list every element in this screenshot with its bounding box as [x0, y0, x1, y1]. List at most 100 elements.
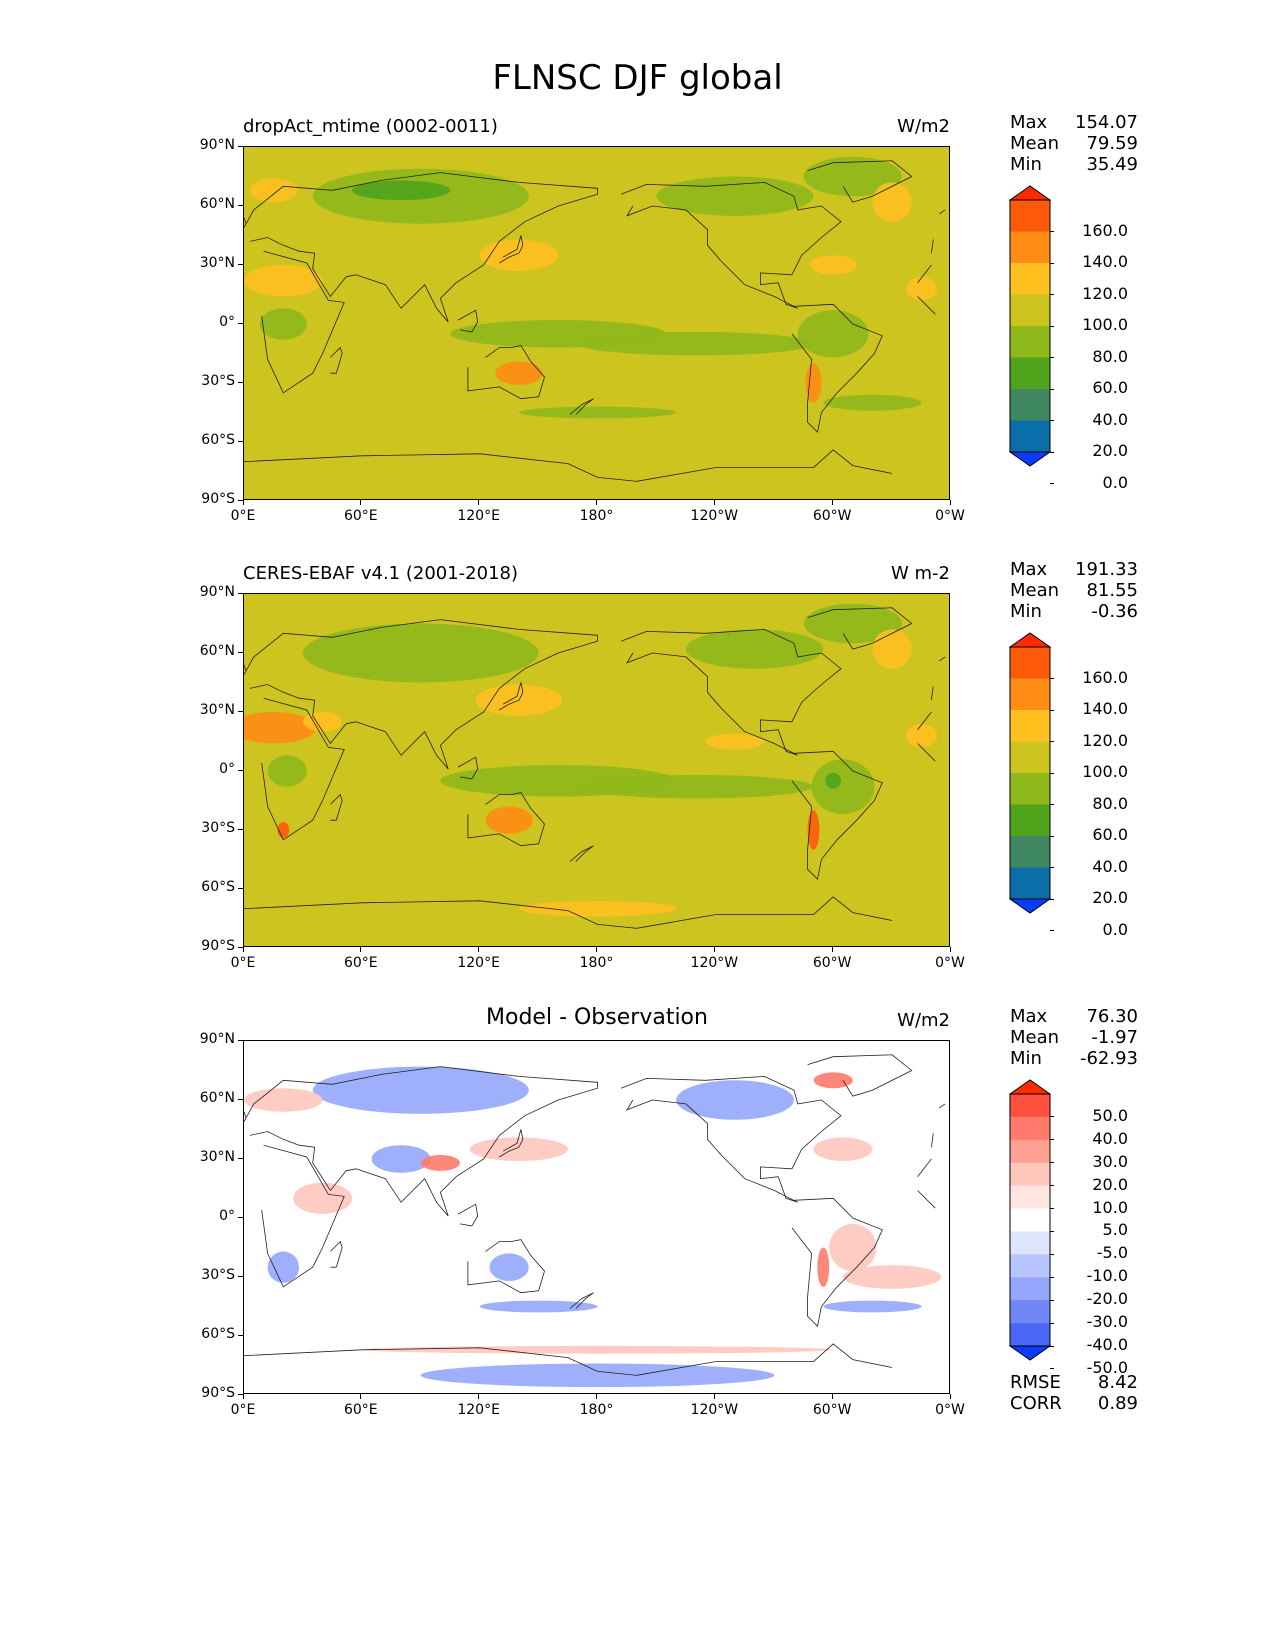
lat-tick — [238, 145, 243, 147]
lat-tick — [238, 592, 243, 594]
stat-mean: Mean 81.55 — [1010, 580, 1138, 602]
stat-min: Min -62.93 — [1010, 1048, 1138, 1070]
stat-label: Min — [1010, 1048, 1042, 1069]
colorbar-tick — [1050, 1276, 1054, 1278]
lon-label: 120°W — [690, 1402, 739, 1418]
colorbar-tick — [1050, 325, 1054, 327]
coastline-antarctica — [244, 449, 893, 482]
lat-tick — [238, 1275, 243, 1277]
colorbar-max-extend — [1009, 185, 1051, 201]
map-panel[interactable] — [243, 146, 950, 500]
lat-label: 90°N — [199, 1031, 235, 1047]
colorbar-tick — [1050, 804, 1054, 805]
colorbar-segment — [1010, 1254, 1050, 1278]
coastline-britain — [244, 1103, 946, 1118]
panel-title: dropAct_mtime (0002-0011) — [243, 116, 498, 137]
lat-tick — [238, 887, 243, 889]
colorbar-label: 5.0 — [1102, 1220, 1128, 1240]
colorbar-segment — [1010, 1094, 1050, 1118]
lat-label: 30°S — [201, 373, 235, 389]
stat-value: 191.33 — [1075, 559, 1138, 580]
coastline-japan — [499, 235, 524, 264]
lat-label: 90°S — [201, 491, 235, 507]
coastline-borneo — [457, 309, 479, 333]
colorbar-tick — [1050, 930, 1054, 931]
lon-label: 180° — [579, 1402, 614, 1418]
stat-value: 79.59 — [1086, 133, 1138, 154]
stat-value: 35.49 — [1086, 154, 1138, 175]
coastline-africa — [261, 1144, 936, 1288]
lat-tick — [238, 1216, 243, 1218]
lon-tick — [242, 500, 244, 505]
colorbar — [1009, 1079, 1051, 1361]
colorbar-segment — [1010, 1231, 1050, 1255]
lat-label: 0° — [219, 761, 235, 777]
colorbar-label: 0.0 — [1102, 472, 1128, 492]
map-panel[interactable] — [243, 1040, 950, 1394]
lat-tick — [238, 263, 243, 265]
panel-title: Model - Observation — [486, 1005, 708, 1030]
stat-label: Max — [1010, 1006, 1048, 1027]
coastline-s_america — [791, 303, 883, 434]
lat-label: 30°S — [201, 820, 235, 836]
lat-tick — [238, 769, 243, 771]
colorbar-label: -20.0 — [1086, 1289, 1128, 1309]
field-region — [352, 180, 451, 201]
lat-label: 60°S — [201, 1326, 235, 1342]
stat-label: RMSE — [1010, 1372, 1061, 1393]
lon-label: 120°W — [690, 508, 739, 524]
stat-label: Min — [1010, 601, 1042, 622]
colorbar-label: -10.0 — [1086, 1266, 1128, 1286]
field-region — [803, 156, 902, 197]
lon-tick — [596, 500, 597, 505]
lon-tick — [242, 1394, 244, 1399]
stat-value: -1.97 — [1091, 1027, 1138, 1048]
colorbar-tick — [1050, 1208, 1054, 1210]
lon-tick — [831, 1394, 833, 1399]
colorbar-label: 0.0 — [1102, 919, 1128, 939]
field-region — [249, 178, 298, 203]
colorbar-segment — [1010, 231, 1050, 264]
field-region — [293, 1182, 353, 1214]
lat-label: 30°S — [201, 1267, 235, 1283]
coastline-borneo — [457, 1203, 479, 1227]
coastline-nz — [569, 1292, 594, 1309]
colorbar-label: 80.0 — [1092, 793, 1128, 813]
colorbar-tick — [1050, 1253, 1054, 1255]
stat-mean: Mean 79.59 — [1010, 133, 1138, 155]
colorbar-segment — [1010, 867, 1050, 900]
field-region — [817, 1247, 830, 1287]
colorbar-segment — [1010, 389, 1050, 421]
coastline-australia — [467, 1239, 545, 1294]
lat-label: 90°S — [201, 938, 235, 954]
lat-label: 0° — [219, 1208, 235, 1224]
coastline-australia — [467, 345, 545, 400]
stat-max: Max 154.07 — [1010, 112, 1138, 134]
lat-tick — [238, 828, 243, 830]
stat-label: Max — [1010, 112, 1048, 133]
field-region — [676, 1080, 794, 1120]
field-region — [685, 629, 824, 669]
field-region — [656, 176, 814, 216]
lon-label: 120°E — [457, 955, 500, 971]
lat-label: 60°N — [199, 1090, 235, 1106]
field-region — [267, 1251, 299, 1283]
field-region — [479, 1300, 598, 1313]
units-label: W/m2 — [897, 1010, 950, 1031]
colorbar-tick — [1050, 867, 1054, 868]
field-region — [905, 723, 938, 748]
colorbar-segment — [1010, 1139, 1050, 1164]
colorbar-label: 40.0 — [1092, 856, 1128, 876]
colorbar-tick — [1050, 898, 1054, 900]
field-region — [479, 239, 559, 271]
colorbar-tick — [1050, 741, 1054, 742]
lon-label: 0°E — [230, 955, 256, 971]
coastline-nz — [569, 398, 594, 415]
lon-tick — [831, 500, 833, 505]
colorbar-segment — [1010, 741, 1050, 774]
colorbar-segment — [1010, 710, 1050, 742]
field-region — [259, 308, 307, 340]
colorbar-segment — [1010, 804, 1050, 837]
stat-value: 81.55 — [1086, 580, 1138, 601]
map-panel[interactable] — [243, 593, 950, 947]
